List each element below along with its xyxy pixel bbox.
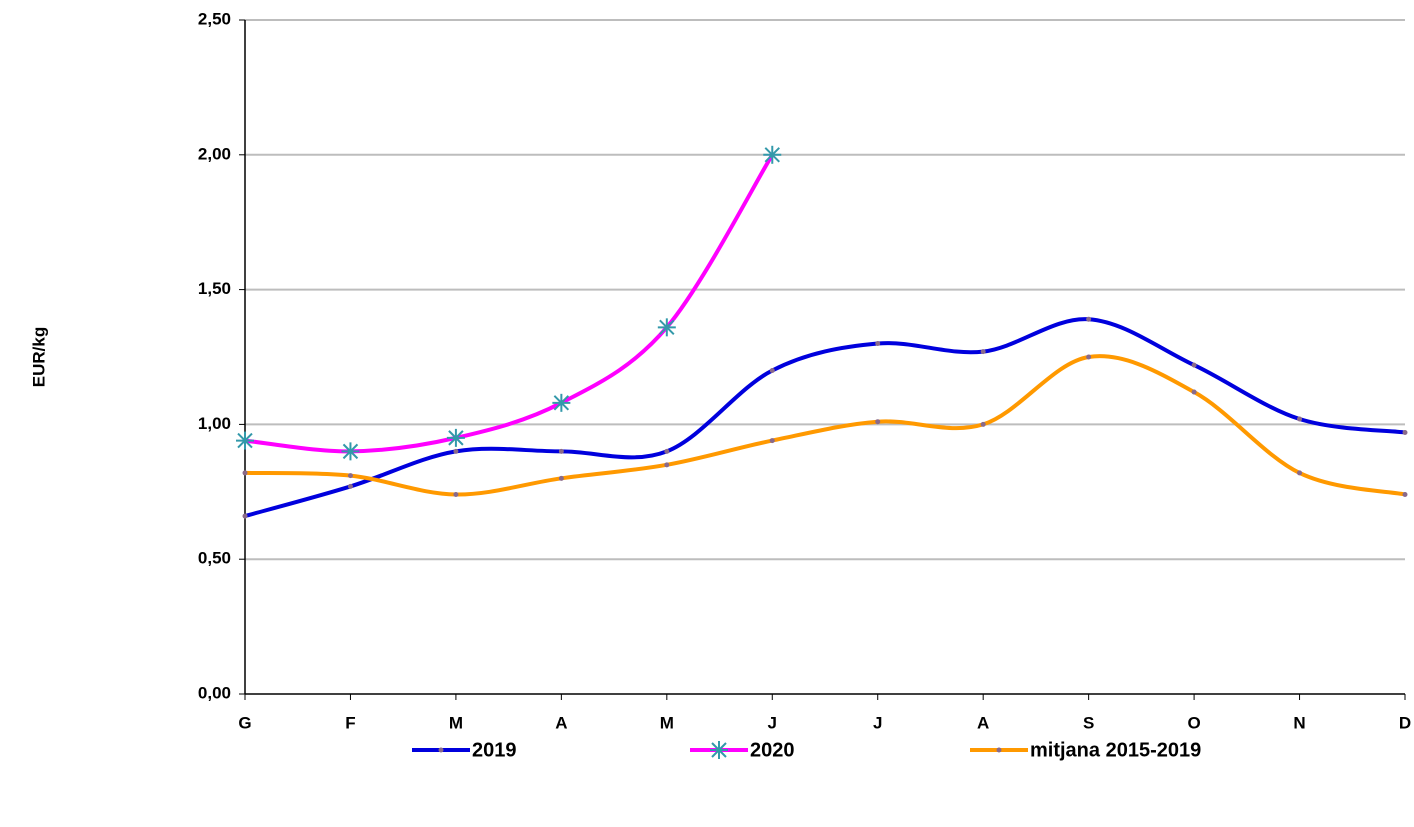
data-point	[1191, 362, 1197, 368]
data-point	[341, 442, 360, 461]
data-point	[347, 483, 353, 489]
data-point	[438, 747, 444, 753]
data-point	[453, 448, 459, 454]
data-point	[1086, 316, 1092, 322]
data-point	[1402, 491, 1408, 497]
data-point	[558, 448, 564, 454]
data-point	[558, 475, 564, 481]
data-point	[769, 367, 775, 373]
data-point	[1297, 416, 1303, 422]
x-tick-label: M	[449, 713, 463, 732]
data-point	[664, 448, 670, 454]
data-point	[236, 431, 254, 450]
data-point	[1297, 470, 1303, 476]
data-point	[664, 462, 670, 468]
y-tick-label: 1,50	[198, 279, 231, 298]
series-line	[244, 153, 774, 454]
series-line	[244, 317, 1406, 518]
data-point	[1086, 354, 1092, 360]
x-tick-label: D	[1399, 713, 1411, 732]
legend-label: 2020	[750, 739, 795, 761]
y-tick-label: 2,00	[198, 144, 231, 163]
legend-label: mitjana 2015-2019	[1030, 739, 1201, 761]
data-point	[763, 145, 782, 164]
data-point	[710, 741, 728, 759]
data-point	[875, 419, 881, 425]
data-point	[552, 393, 571, 412]
data-point	[657, 318, 676, 337]
x-tick-label: S	[1083, 713, 1094, 732]
legend-label: 2019	[472, 739, 517, 761]
data-point	[996, 747, 1002, 753]
y-axis-label: EUR/kg	[29, 327, 48, 387]
y-tick-label: 0,50	[198, 549, 231, 568]
x-tick-label: A	[555, 713, 567, 732]
x-tick-label: G	[238, 713, 251, 732]
data-point	[875, 341, 881, 347]
data-point	[347, 473, 353, 479]
data-point	[980, 349, 986, 355]
data-point	[1402, 429, 1408, 435]
data-point	[453, 491, 459, 497]
x-tick-label: O	[1187, 713, 1200, 732]
y-tick-label: 1,00	[198, 414, 231, 433]
data-point	[980, 421, 986, 427]
x-tick-label: F	[345, 713, 355, 732]
data-point	[242, 470, 248, 476]
x-tick-label: J	[768, 713, 777, 732]
x-tick-label: J	[873, 713, 882, 732]
x-tick-label: N	[1293, 713, 1305, 732]
y-tick-label: 0,00	[198, 683, 231, 702]
data-point	[769, 438, 775, 444]
data-point	[446, 428, 465, 447]
x-tick-label: M	[660, 713, 674, 732]
x-tick-label: A	[977, 713, 989, 732]
series-line	[244, 354, 1406, 497]
data-point	[242, 513, 248, 519]
y-tick-label: 2,50	[198, 9, 231, 28]
data-point	[1191, 389, 1197, 395]
